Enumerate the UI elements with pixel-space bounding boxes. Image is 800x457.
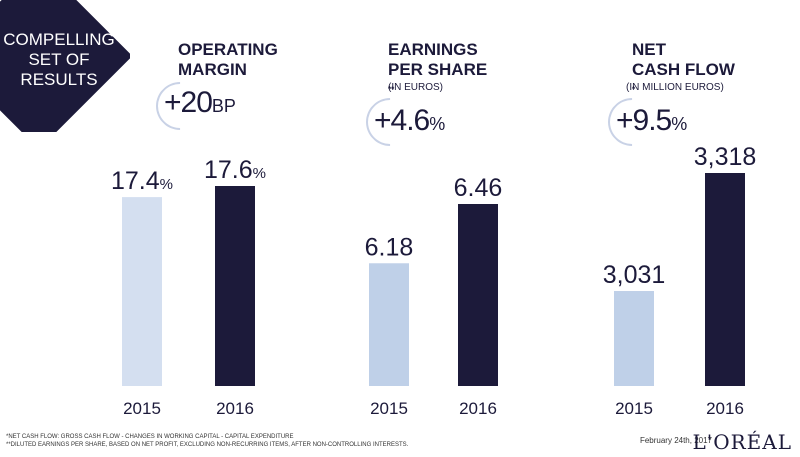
growth-unit: %	[429, 114, 446, 134]
category-label: 2016	[216, 399, 254, 418]
data-label: 3,318	[694, 143, 757, 171]
banner-diamond: COMPELLING SET OF RESULTS	[0, 0, 130, 132]
banner-text: COMPELLING SET OF RESULTS	[0, 30, 118, 90]
data-label: 3,031	[603, 261, 666, 289]
bar-2015	[122, 197, 162, 386]
loreal-logo: L'ORÉAL	[692, 430, 792, 454]
metric-title-text: PER SHARE	[388, 60, 488, 79]
date-text: February 24th, 2017	[639, 436, 712, 445]
bar-2015	[614, 291, 654, 386]
bar-2015	[369, 263, 409, 386]
metric-title-line: EARNINGS	[388, 40, 478, 59]
data-label-unit: %	[253, 165, 266, 182]
bar-2016	[215, 186, 255, 386]
metric-title-operating-margin: OPERATING MARGIN	[178, 40, 278, 80]
growth-eps: +4.6%	[374, 104, 445, 138]
footnote-marker: *	[632, 85, 636, 94]
category-label: 2016	[459, 399, 497, 418]
growth-operating-margin: +20BP	[164, 86, 236, 120]
growth-unit: %	[671, 114, 688, 134]
metric-title-eps: EARNINGS PER SHARE **	[388, 40, 487, 104]
growth-value: +9.5	[616, 104, 672, 137]
metric-title-line: NET	[632, 40, 666, 59]
banner-line-1: COMPELLING	[3, 30, 115, 49]
category-label: 2015	[615, 399, 653, 418]
category-label: 2015	[123, 399, 161, 418]
data-label: 17.6%	[204, 156, 266, 184]
metric-unit-net-cash-flow: (IN MILLION EUROS)	[626, 82, 724, 93]
category-label: 2015	[370, 399, 408, 418]
data-label-unit: %	[160, 176, 173, 193]
data-label: 6.18	[365, 233, 414, 261]
metric-title-text: CASH FLOW	[632, 60, 735, 79]
growth-value: +20	[164, 86, 213, 119]
metric-title-line: CASH FLOW *	[632, 60, 735, 104]
banner-line-2: SET OF	[28, 50, 90, 69]
data-label: 17.4%	[111, 167, 173, 195]
metric-title-line: MARGIN	[178, 60, 247, 79]
footnote-marker: **	[388, 85, 395, 94]
metric-title-net-cash-flow: NET CASH FLOW *	[632, 40, 735, 104]
banner-line-3: RESULTS	[20, 70, 98, 89]
bar-2016	[458, 204, 498, 386]
footnote-net-cash-flow: *NET CASH FLOW: GROSS CASH FLOW - CHANGE…	[6, 434, 294, 440]
growth-value: +4.6	[374, 104, 430, 137]
growth-unit: BP	[211, 96, 236, 116]
data-label: 6.46	[454, 174, 503, 202]
category-label: 2016	[706, 399, 744, 418]
bar-2016	[705, 173, 745, 386]
footnote-eps: **DILUTED EARNINGS PER SHARE, BASED ON N…	[6, 442, 409, 448]
growth-net-cash-flow: +9.5%	[616, 104, 687, 138]
metric-title-line: OPERATING	[178, 40, 278, 59]
metric-unit-eps: (IN EUROS)	[388, 82, 443, 93]
metric-title-line: PER SHARE **	[388, 60, 487, 104]
